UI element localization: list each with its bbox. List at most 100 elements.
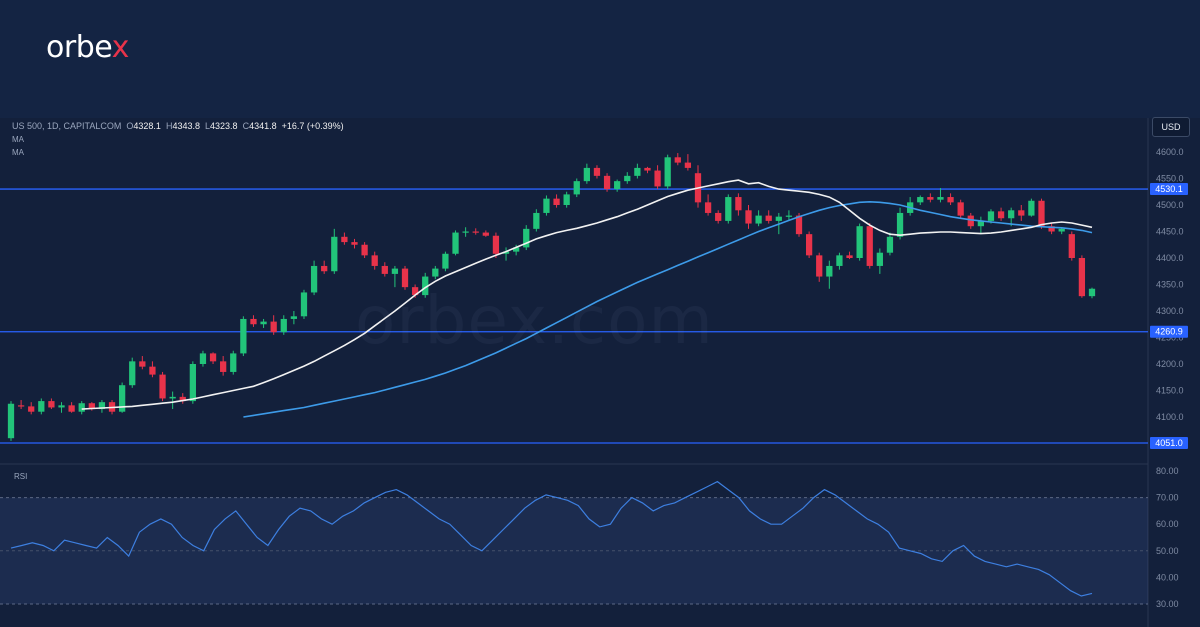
- level-price-label: 4051.0: [1155, 438, 1183, 448]
- currency-badge[interactable]: USD: [1152, 117, 1190, 137]
- candle-body: [462, 231, 469, 233]
- orbex-watermark: orbex.com: [355, 282, 714, 359]
- candle-body: [17, 405, 25, 407]
- candle-body: [947, 197, 954, 203]
- symbol-label[interactable]: US 500, 1D, CAPITALCOM: [12, 121, 122, 131]
- rsi-label[interactable]: RSI: [14, 472, 28, 481]
- candle-body: [896, 212, 904, 237]
- open-label: O: [126, 121, 134, 131]
- candle-body: [533, 212, 540, 229]
- rsi-tick-label: 40.00: [1156, 572, 1179, 582]
- candle-body: [816, 255, 823, 277]
- price-tick-label: 4450.0: [1156, 227, 1184, 237]
- logo-text: orbe: [46, 30, 112, 65]
- rsi-tick-label: 80.00: [1156, 466, 1179, 476]
- candle-body: [68, 405, 75, 412]
- candle-body: [937, 197, 944, 200]
- candle-body: [785, 215, 793, 217]
- candle-body: [300, 292, 308, 317]
- price-tick-label: 4350.0: [1156, 280, 1184, 290]
- candle-body: [472, 231, 479, 233]
- candle-body: [129, 361, 136, 386]
- candle-body: [624, 175, 631, 182]
- level-price-tag: [1150, 436, 1188, 449]
- candle-body: [78, 403, 85, 412]
- candle-body: [48, 401, 55, 408]
- candle-body: [927, 197, 934, 200]
- candle-body: [411, 287, 419, 296]
- candle-body: [836, 255, 843, 266]
- candle-body: [1038, 200, 1045, 227]
- candle-body: [199, 353, 207, 364]
- candle-body: [967, 215, 974, 227]
- candle-body: [371, 255, 378, 266]
- price-tick-label: 4150.0: [1156, 386, 1184, 396]
- orbex-logo: orbex: [46, 30, 129, 65]
- candle-body: [1048, 226, 1055, 232]
- price-tick-label: 4100.0: [1156, 412, 1184, 422]
- candle-body: [209, 353, 217, 362]
- candle-body: [351, 242, 358, 245]
- candle-body: [523, 228, 530, 248]
- candle-body: [775, 216, 782, 221]
- candle-body: [735, 197, 742, 211]
- candle-body: [58, 405, 65, 408]
- open-value: 4328.1: [133, 121, 161, 131]
- candle-body: [310, 265, 318, 293]
- candle-body: [634, 167, 641, 176]
- close-label: C: [242, 121, 250, 131]
- price-tick-label: 4300.0: [1156, 306, 1184, 316]
- low-value: 4323.8: [210, 121, 238, 131]
- candle-body: [715, 212, 722, 221]
- ma-indicator-label-1[interactable]: MA: [12, 135, 24, 144]
- close-value: 4341.8: [249, 121, 277, 131]
- candle-body: [270, 321, 277, 333]
- price-tick-label: 4200.0: [1156, 359, 1184, 369]
- ma-indicator-label-2[interactable]: MA: [12, 148, 24, 157]
- candle-body: [826, 265, 833, 277]
- change-value: +16.7 (+0.39%): [281, 121, 344, 131]
- candle-body: [876, 252, 883, 266]
- candle-body: [391, 268, 399, 274]
- candle-body: [492, 235, 500, 254]
- rsi-tick-label: 30.00: [1156, 599, 1179, 609]
- candle-body: [482, 232, 489, 236]
- candle-body: [805, 234, 813, 256]
- candle-body: [7, 403, 15, 439]
- candle-body: [139, 361, 146, 367]
- candle-body: [88, 403, 95, 410]
- candle-body: [846, 255, 853, 258]
- candle-body: [230, 353, 237, 372]
- candle-body: [502, 251, 510, 254]
- candle-body: [280, 318, 287, 333]
- logo-x: x: [111, 30, 130, 65]
- candle-body: [1018, 210, 1025, 216]
- high-label: H: [165, 121, 173, 131]
- candle-body: [614, 181, 621, 190]
- candle-body: [654, 170, 661, 187]
- candle-body: [684, 162, 692, 168]
- candle-body: [795, 215, 803, 235]
- level-price-label: 4260.9: [1155, 327, 1183, 337]
- candle-body: [220, 361, 227, 372]
- candle-body: [957, 202, 964, 216]
- level-price-tag: [1150, 183, 1188, 196]
- candle-body: [452, 232, 459, 254]
- candle-body: [644, 167, 651, 171]
- level-price-label: 4530.1: [1155, 184, 1183, 194]
- candle-body: [1078, 258, 1086, 297]
- candle-body: [593, 167, 601, 176]
- candle-body: [543, 198, 550, 213]
- rsi-band: [0, 497, 1148, 604]
- candle-body: [674, 157, 681, 163]
- candle-body: [856, 226, 863, 258]
- candle-body: [250, 318, 257, 325]
- candle-body: [422, 276, 429, 296]
- candle-body: [28, 406, 35, 412]
- candle-body: [149, 366, 156, 375]
- candle-body: [331, 236, 338, 272]
- brand-banner: orbex: [0, 0, 1200, 118]
- candle-body: [321, 265, 328, 272]
- candle-body: [866, 226, 873, 266]
